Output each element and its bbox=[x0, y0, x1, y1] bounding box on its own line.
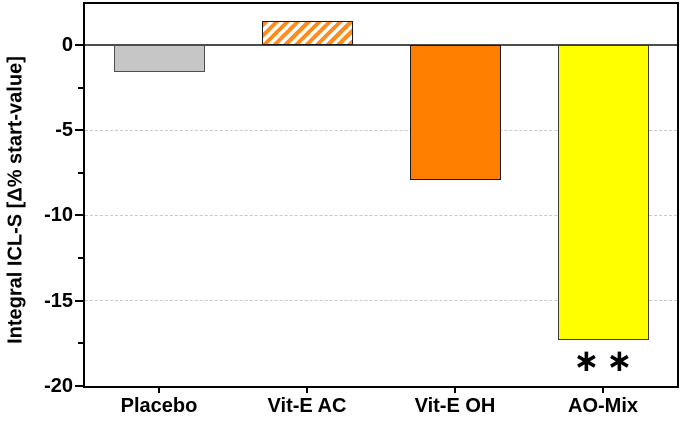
y-axis-major-tick bbox=[75, 299, 83, 302]
y-axis-minor-tick bbox=[78, 171, 83, 174]
x-axis-tick bbox=[158, 388, 160, 393]
y-axis-major-tick bbox=[75, 385, 83, 387]
y-tick-label: -10 bbox=[44, 204, 73, 227]
bar-ao-mix bbox=[557, 44, 649, 340]
y-axis-minor-tick bbox=[78, 257, 83, 260]
y-axis-major-tick bbox=[75, 214, 83, 217]
y-tick-label: -15 bbox=[44, 289, 73, 312]
y-tick-label: -20 bbox=[44, 375, 73, 397]
y-axis-minor-tick bbox=[78, 86, 83, 89]
plot-area: 0 -5 -10 -15 -20 Placebo Vit-E AC Vit-E OH AO-Mi… bbox=[44, 2, 679, 417]
y-tick-label: 0 bbox=[61, 33, 73, 56]
gridline bbox=[85, 300, 677, 302]
y-axis-major-tick bbox=[75, 43, 83, 46]
bar-vit-e-ac bbox=[261, 21, 353, 45]
zero-baseline bbox=[85, 43, 677, 46]
x-axis-tick bbox=[602, 388, 604, 393]
bar-placebo bbox=[113, 44, 205, 73]
x-axis-tick bbox=[454, 388, 456, 393]
x-category-label-vit-e-oh: Vit-E OH bbox=[414, 395, 496, 417]
y-tick-label: -5 bbox=[55, 119, 73, 142]
x-category-label-placebo: Placebo bbox=[120, 395, 198, 417]
significance-marker: ∗∗ bbox=[573, 342, 640, 379]
y-axis-major-tick bbox=[75, 129, 83, 132]
y-axis-minor-tick bbox=[78, 342, 83, 345]
x-category-label-ao-mix: AO-Mix bbox=[568, 395, 638, 417]
bar-vit-e-oh bbox=[409, 44, 501, 180]
x-category-label-vit-e-ac: Vit-E AC bbox=[267, 395, 347, 417]
gridline bbox=[85, 214, 677, 216]
gridline bbox=[85, 129, 677, 131]
x-axis-tick bbox=[306, 388, 308, 393]
